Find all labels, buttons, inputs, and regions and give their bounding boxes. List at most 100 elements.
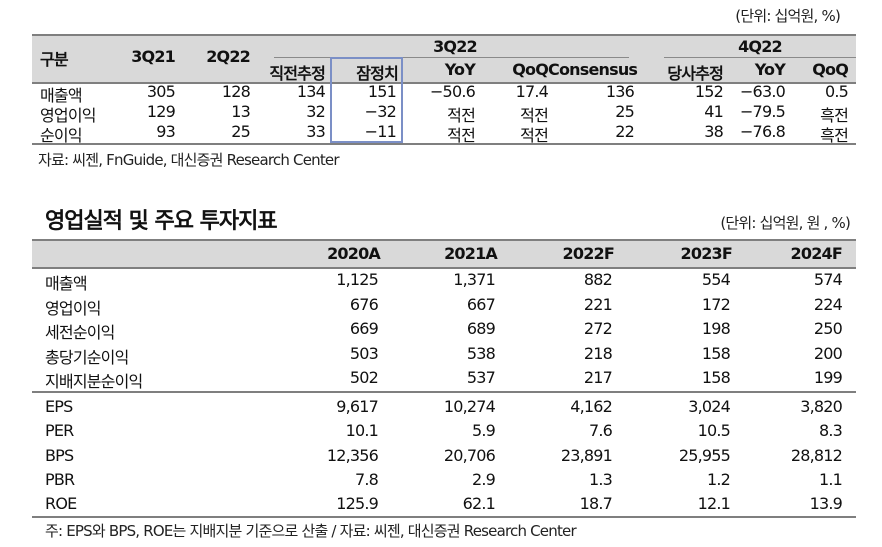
cell-our-est: 41 (704, 102, 724, 121)
header-prev-est: 직전추정 (269, 64, 325, 83)
top-table-source: 자료: 씨젠, FnGuide, 대신증권 Research Center (38, 151, 340, 169)
cell-2021a: 20,706 (443, 446, 496, 465)
cell-our-est: 38 (704, 122, 724, 141)
cell-3q21: 305 (146, 82, 176, 101)
cell-2022f: 882 (583, 270, 613, 289)
unit-note-top: (단위: 십억원, %) (735, 7, 841, 25)
cell-2020a: 502 (349, 368, 379, 387)
row-label: 영업이익 (40, 106, 96, 125)
row-label: EPS (45, 397, 73, 416)
cell-2020a: 125.9 (336, 494, 379, 513)
cell-2023f: 554 (701, 270, 731, 289)
cell-2020a: 9,617 (336, 397, 379, 416)
header-qoq: QoQ (512, 60, 549, 79)
header-2024f: 2024F (790, 244, 843, 263)
cell-2024f: 28,812 (790, 446, 843, 465)
cell-3q21: 129 (146, 102, 176, 121)
cell-2023f: 10.5 (697, 421, 731, 440)
row-label: BPS (45, 446, 74, 465)
header-3q21: 3Q21 (131, 47, 176, 66)
cell-our-est: 152 (694, 82, 724, 101)
cell-qoq: 17.4 (515, 82, 549, 101)
cell-2q22: 128 (221, 82, 251, 101)
cell-2023f: 198 (701, 319, 731, 338)
cell-qoq-4q: 흑전 (820, 126, 849, 145)
cell-2022f: 23,891 (560, 446, 613, 465)
cell-2020a: 1,125 (336, 270, 379, 289)
row-label: ROE (45, 494, 77, 513)
cell-consensus: 136 (605, 82, 635, 101)
section-title: 영업실적 및 주요 투자지표 (45, 209, 278, 234)
cell-yoy: 적전 (447, 106, 476, 125)
cell-2023f: 25,955 (678, 446, 731, 465)
cell-2023f: 158 (701, 344, 731, 363)
top-table-bottom-rule (32, 143, 856, 145)
header-yoy-4q: YoY (754, 60, 786, 79)
cell-2021a: 537 (466, 368, 496, 387)
cell-prev-est: 32 (306, 102, 326, 121)
cell-2024f: 574 (813, 270, 843, 289)
cell-qoq-4q: 흑전 (820, 106, 849, 125)
row-label: 매출액 (45, 274, 88, 293)
cell-2023f: 1.2 (706, 470, 731, 489)
header-our-est: 당사추정 (667, 64, 723, 83)
header-category: 구분 (40, 50, 69, 69)
header-2022f: 2022F (562, 244, 615, 263)
cell-yoy: 적전 (447, 126, 476, 145)
cell-2q22: 25 (231, 122, 251, 141)
header-4q22: 4Q22 (738, 37, 783, 56)
cell-2020a: 7.8 (354, 470, 379, 489)
cell-2023f: 3,024 (688, 397, 731, 416)
group-divider-4q22 (664, 57, 856, 58)
cell-yoy: −50.6 (429, 82, 476, 101)
cell-prelim: 151 (367, 82, 397, 101)
bottom-table-footnote: 주: EPS와 BPS, ROE는 지배지분 기준으로 산출 / 자료: 씨젠,… (45, 522, 577, 540)
row-label: PBR (45, 470, 75, 489)
header-qoq-4q: QoQ (812, 60, 849, 79)
cell-2020a: 503 (349, 344, 379, 363)
cell-2023f: 158 (701, 368, 731, 387)
cell-3q21: 93 (156, 122, 176, 141)
cell-2024f: 1.1 (818, 470, 843, 489)
group-divider (32, 391, 856, 393)
cell-2022f: 217 (583, 368, 613, 387)
header-prelim: 잠정치 (356, 64, 399, 83)
row-label: 지배지분순이익 (45, 372, 143, 391)
row-label: 매출액 (40, 86, 83, 105)
row-label: PER (45, 421, 74, 440)
top-table-header (32, 34, 856, 84)
cell-2022f: 18.7 (579, 494, 613, 513)
prelim-highlight-box (330, 57, 403, 143)
cell-yoy-4q: −76.8 (739, 122, 786, 141)
cell-prelim: −11 (364, 122, 397, 141)
cell-2024f: 8.3 (818, 421, 843, 440)
cell-2022f: 272 (583, 319, 613, 338)
header-yoy: YoY (444, 60, 476, 79)
cell-2023f: 12.1 (697, 494, 731, 513)
cell-2024f: 3,820 (800, 397, 843, 416)
row-label: 총당기순이익 (45, 348, 129, 367)
cell-consensus: 25 (615, 102, 635, 121)
cell-prev-est: 33 (306, 122, 326, 141)
cell-2022f: 7.6 (588, 421, 613, 440)
unit-note-bottom: (단위: 십억원, 원 , %) (720, 214, 850, 232)
cell-yoy-4q: −63.0 (739, 82, 786, 101)
cell-2021a: 1,371 (453, 270, 496, 289)
header-2q22: 2Q22 (206, 47, 251, 66)
cell-2q22: 13 (231, 102, 251, 121)
cell-2024f: 199 (813, 368, 843, 387)
bottom-table-header (32, 239, 856, 269)
cell-2021a: 667 (466, 295, 496, 314)
cell-2020a: 676 (349, 295, 379, 314)
cell-2022f: 1.3 (588, 470, 613, 489)
cell-yoy-4q: −79.5 (739, 102, 786, 121)
cell-prev-est: 134 (296, 82, 326, 101)
cell-2021a: 5.9 (471, 421, 496, 440)
cell-2021a: 62.1 (462, 494, 496, 513)
cell-2020a: 12,356 (326, 446, 379, 465)
cell-2022f: 218 (583, 344, 613, 363)
header-2020a: 2020A (327, 244, 381, 263)
cell-2020a: 10.1 (345, 421, 379, 440)
cell-2024f: 250 (813, 319, 843, 338)
cell-2024f: 13.9 (809, 494, 843, 513)
